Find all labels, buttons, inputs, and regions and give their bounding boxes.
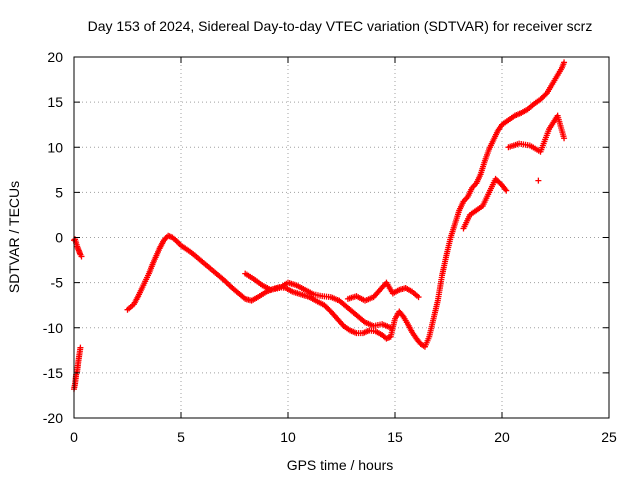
x-tick-label: 5 bbox=[177, 429, 185, 445]
y-tick-label: 5 bbox=[55, 184, 63, 200]
x-tick-label: 10 bbox=[280, 429, 296, 445]
data-point bbox=[415, 294, 422, 301]
data-point bbox=[542, 91, 549, 98]
y-tick-label: -10 bbox=[43, 320, 63, 336]
chart-title: Day 153 of 2024, Sidereal Day-to-day VTE… bbox=[88, 18, 593, 34]
data-points bbox=[71, 59, 568, 393]
x-axis-label: GPS time / hours bbox=[287, 457, 394, 473]
y-tick-label: 15 bbox=[47, 94, 63, 110]
x-tick-label: 20 bbox=[494, 429, 510, 445]
data-point bbox=[503, 187, 510, 194]
axis-ticks: 0 5 10 15 20 25 -20 -15 -10 -5 0 5 10 15 20 bbox=[43, 49, 617, 445]
x-tick-label: 15 bbox=[387, 429, 403, 445]
data-point bbox=[561, 135, 568, 142]
y-tick-label: 20 bbox=[47, 49, 63, 65]
y-tick-label: -5 bbox=[51, 275, 64, 291]
y-axis-label: SDTVAR / TECUs bbox=[6, 181, 22, 293]
data-point bbox=[77, 344, 84, 351]
y-tick-label: -15 bbox=[43, 365, 63, 381]
y-tick-label: 0 bbox=[55, 230, 63, 246]
grid bbox=[74, 57, 609, 418]
y-tick-label: 10 bbox=[47, 139, 63, 155]
y-tick-label: -20 bbox=[43, 410, 63, 426]
x-tick-label: 0 bbox=[70, 429, 78, 445]
data-point bbox=[535, 177, 542, 184]
data-point bbox=[78, 253, 85, 260]
x-tick-label: 25 bbox=[601, 429, 617, 445]
data-point bbox=[387, 324, 394, 331]
data-point bbox=[561, 59, 568, 66]
